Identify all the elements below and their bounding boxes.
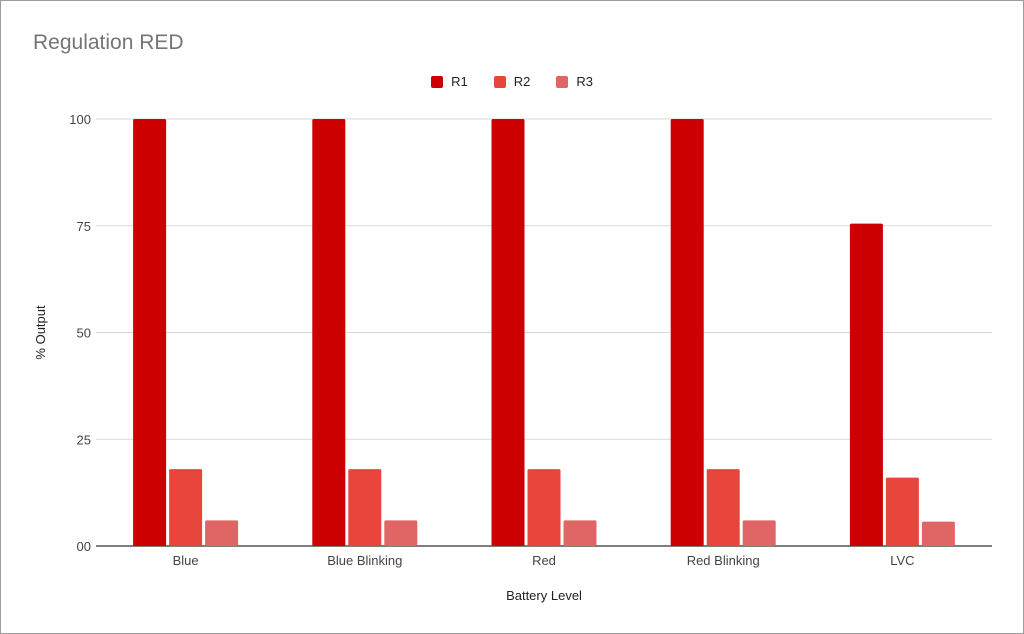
labels-layer: 00 25 50 75 100 Blue Blue Blinking Red Red Blink… bbox=[69, 112, 914, 568]
y-tick-label: 25 bbox=[77, 432, 91, 447]
legend-label-r2: R2 bbox=[513, 74, 531, 89]
bar-r1-red-blinking bbox=[670, 119, 704, 546]
x-axis-title: Battery Level bbox=[506, 588, 582, 603]
chart-legend: R1 R2 R3 bbox=[1, 74, 1023, 89]
y-axis-title: % Output bbox=[33, 305, 48, 360]
legend-item-r1: R1 bbox=[431, 74, 468, 89]
y-tick-label: 50 bbox=[77, 326, 91, 341]
bar-r3-red-blinking bbox=[742, 520, 776, 546]
x-tick-label: Blue Blinking bbox=[327, 553, 402, 568]
legend-label-r3: R3 bbox=[576, 74, 593, 89]
bar-r3-red bbox=[563, 520, 597, 546]
x-tick-label: Blue bbox=[173, 553, 199, 568]
grid-layer bbox=[96, 118, 992, 547]
x-tick-label: Red bbox=[532, 553, 556, 568]
bar-r3-blue-blinking bbox=[384, 520, 418, 546]
bar-r1-lvc bbox=[849, 223, 883, 547]
bar-r2-red bbox=[527, 469, 561, 546]
legend-swatch-r1 bbox=[431, 75, 444, 88]
bar-r1-blue bbox=[133, 119, 167, 546]
bar-r2-lvc bbox=[885, 477, 919, 546]
bar-r3-blue bbox=[205, 520, 239, 546]
bar-r2-red-blinking bbox=[706, 469, 740, 546]
legend-swatch-r3 bbox=[556, 75, 569, 88]
legend-label-r1: R1 bbox=[451, 74, 468, 89]
legend-swatch-r2 bbox=[493, 75, 506, 88]
y-tick-label: 100 bbox=[69, 112, 91, 127]
chart-title: Regulation RED bbox=[33, 31, 184, 54]
bar-r3-lvc bbox=[921, 521, 955, 546]
legend-item-r2: R2 bbox=[493, 74, 531, 89]
bar-r1-red bbox=[491, 119, 525, 546]
bar-r2-blue bbox=[169, 469, 203, 546]
legend-item-r3: R3 bbox=[556, 74, 593, 89]
x-tick-label: Red Blinking bbox=[687, 553, 760, 568]
bars-layer bbox=[133, 119, 955, 547]
y-tick-label: 75 bbox=[77, 219, 91, 234]
bar-r2-blue-blinking bbox=[348, 469, 382, 546]
bar-r1-blue-blinking bbox=[312, 119, 346, 546]
y-tick-label: 00 bbox=[77, 539, 91, 554]
x-tick-label: LVC bbox=[890, 553, 914, 568]
